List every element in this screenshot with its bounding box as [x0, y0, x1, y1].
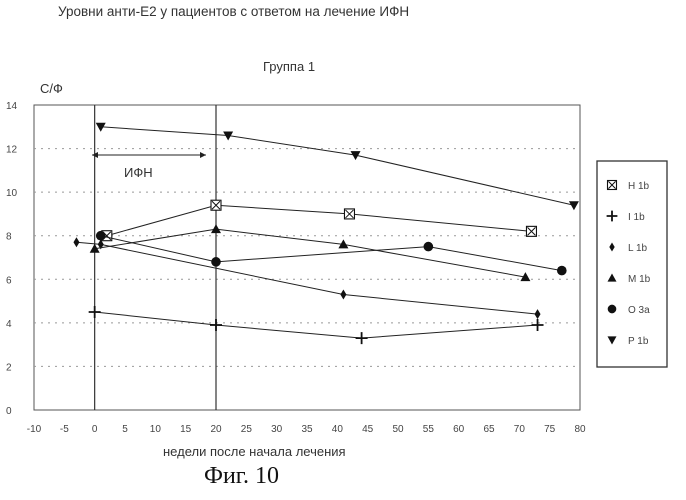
legend-label: P 1b [628, 336, 649, 347]
ifn-label: ИФН [124, 165, 153, 180]
data-point-i-1b [532, 319, 544, 331]
data-point-i-1b [210, 319, 222, 331]
data-point-l-1b [73, 237, 79, 247]
x-tick-label: 55 [423, 424, 435, 435]
ifn-annotation: ИФН [92, 152, 206, 180]
series-line-p-1b [101, 127, 574, 205]
legend-label: I 1b [628, 212, 645, 223]
y-tick-label: 14 [6, 101, 18, 112]
x-tick-label: 75 [544, 424, 556, 435]
legend-marker-o-3a [608, 305, 617, 314]
data-point-i-1b [356, 332, 368, 344]
data-point-l-1b [340, 290, 346, 300]
y-tick-label: 0 [6, 406, 12, 417]
plot-area-frame [34, 105, 580, 410]
data-point-h-1b [344, 209, 354, 219]
x-tick-label: 40 [332, 424, 344, 435]
series-line-h-1b [107, 205, 532, 236]
series-line-l-1b [76, 242, 537, 314]
series-p-1b [96, 123, 579, 210]
data-point-i-1b [89, 306, 101, 318]
series-line-i-1b [95, 312, 538, 338]
series-line-o-3a [101, 236, 562, 271]
series-h-1b [102, 200, 537, 241]
x-tick-label: 30 [271, 424, 283, 435]
y-tick-label: 2 [6, 362, 12, 373]
grid-lines [34, 149, 580, 367]
y-tick-labels: 0 2 4 6 8 10 12 14 [6, 101, 18, 417]
legend-label: O 3a [628, 305, 650, 316]
x-tick-label: 5 [122, 424, 128, 435]
x-tick-label: 15 [180, 424, 192, 435]
y-tick-label: 6 [6, 275, 12, 286]
legend-label: H 1b [628, 181, 650, 192]
y-tick-label: 8 [6, 232, 12, 243]
x-tick-label: 45 [362, 424, 374, 435]
series-line-m-1b [95, 229, 526, 277]
data-point-h-1b [526, 226, 536, 236]
legend-marker-h-1b [608, 181, 617, 190]
series-i-1b [89, 306, 544, 344]
data-point-p-1b [569, 201, 579, 210]
data-point-l-1b [535, 309, 541, 319]
x-tick-label: -5 [60, 424, 69, 435]
x-tick-label: 0 [92, 424, 98, 435]
x-tick-label: 10 [150, 424, 162, 435]
data-point-h-1b [211, 200, 221, 210]
ifn-arrow-right-head [200, 152, 206, 158]
series-group [73, 123, 578, 344]
data-point-m-1b [211, 224, 221, 233]
series-l-1b [73, 237, 540, 319]
x-tick-label: 60 [453, 424, 465, 435]
x-tick-label: 65 [483, 424, 495, 435]
data-point-o-3a [557, 266, 567, 276]
x-tick-label: 70 [514, 424, 526, 435]
y-tick-label: 12 [6, 145, 18, 156]
data-point-o-3a [211, 257, 221, 267]
legend-label: L 1b [628, 243, 648, 254]
x-tick-label: 35 [301, 424, 313, 435]
x-tick-label: -10 [27, 424, 42, 435]
data-point-o-3a [96, 231, 106, 241]
x-tick-label: 80 [574, 424, 586, 435]
x-tick-label: 20 [210, 424, 222, 435]
y-tick-label: 10 [6, 188, 18, 199]
legend-label: M 1b [628, 274, 651, 285]
legend: H 1b I 1b L 1b M 1b O 3a P 1b [597, 161, 667, 367]
x-tick-label: 50 [392, 424, 404, 435]
x-tick-labels: -10 -5 0 5 10 15 20 25 30 35 40 45 50 55 60 65 70 75 80 [27, 424, 586, 435]
y-tick-label: 4 [6, 319, 12, 330]
data-point-o-3a [424, 242, 434, 252]
x-tick-label: 25 [241, 424, 253, 435]
